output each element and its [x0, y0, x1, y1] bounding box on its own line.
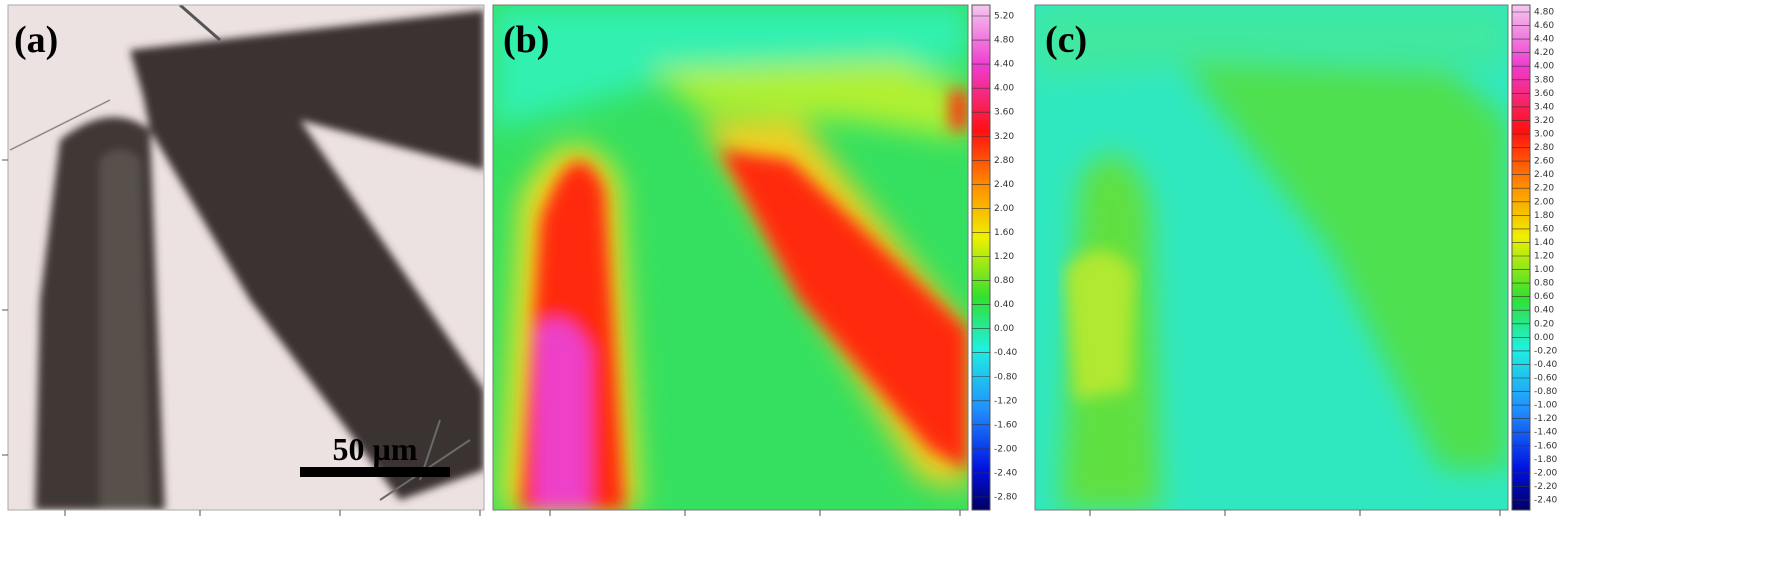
- colorbar-label: -2.00: [994, 444, 1018, 454]
- colorbar-label: 2.60: [1534, 157, 1554, 167]
- colorbar-label: -0.40: [1534, 360, 1558, 370]
- colorbar-label: -2.00: [1534, 468, 1558, 478]
- colorbar-label: 3.80: [1534, 75, 1554, 85]
- heatmap: [1035, 5, 1508, 510]
- colorbar-label: 2.20: [1534, 184, 1554, 194]
- colorbar-label: 0.40: [1534, 306, 1554, 316]
- colorbar-label: 0.80: [1534, 279, 1554, 289]
- colorbar-label: 3.00: [1534, 130, 1554, 140]
- colorbar: [971, 4, 991, 511]
- colorbar-label: 5.20: [994, 12, 1014, 22]
- colorbar-label: 3.60: [1534, 89, 1554, 99]
- colorbar-label: 2.00: [994, 204, 1014, 214]
- colorbar-label: 4.60: [1534, 21, 1554, 31]
- colorbar-label: 1.00: [1534, 265, 1554, 275]
- colorbar-label: 3.20: [994, 132, 1014, 142]
- colorbar-label: -0.40: [994, 348, 1018, 358]
- colorbar-label: 4.00: [994, 84, 1014, 94]
- scale-bar: [300, 467, 450, 477]
- colorbar-label: -1.40: [1534, 428, 1558, 438]
- colorbar-label: -1.80: [1534, 455, 1558, 465]
- colorbar-label: 0.60: [1534, 292, 1554, 302]
- scale-bar-label: 50 µm: [332, 431, 417, 467]
- colorbar-label: 2.80: [994, 156, 1014, 166]
- colorbar-label: -0.60: [1534, 374, 1558, 384]
- colorbar-label: -1.00: [1534, 401, 1558, 411]
- colorbar-label: 4.20: [1534, 48, 1554, 58]
- panel-frame: [7, 4, 485, 511]
- colorbar-label: 0.00: [1534, 333, 1554, 343]
- panel-frame: [492, 4, 969, 511]
- colorbar-label: -2.20: [1534, 482, 1558, 492]
- colorbar-label: 4.40: [994, 60, 1014, 70]
- micrograph: [8, 5, 484, 510]
- colorbar-label: -1.60: [1534, 441, 1558, 451]
- colorbar-label: 2.80: [1534, 143, 1554, 153]
- colorbar-label: 1.40: [1534, 238, 1554, 248]
- colorbar: [1511, 4, 1531, 511]
- panel-label: (c): [1045, 19, 1087, 61]
- colorbar-label: 1.20: [1534, 252, 1554, 262]
- heatmap: [493, 5, 968, 510]
- colorbar-label: 4.80: [994, 36, 1014, 46]
- colorbar-label: -2.80: [994, 493, 1018, 503]
- panel-label: (a): [14, 19, 58, 61]
- colorbar-label: 0.00: [994, 324, 1014, 334]
- colorbar-label: 1.80: [1534, 211, 1554, 221]
- axis-ticks: [2, 159, 1501, 516]
- colorbar-label: 3.60: [994, 108, 1014, 118]
- colorbar-label: -1.60: [994, 420, 1018, 430]
- colorbar-label: -1.20: [1534, 414, 1558, 424]
- colorbar-label: -0.20: [1534, 346, 1558, 356]
- colorbar-label: 4.80: [1534, 8, 1554, 18]
- colorbar-label: 2.40: [1534, 170, 1554, 180]
- colorbar-label: -2.40: [994, 468, 1018, 478]
- colorbar-label: 0.20: [1534, 319, 1554, 329]
- panel-frame: [1034, 4, 1509, 511]
- colorbar-label: 1.20: [994, 252, 1014, 262]
- colorbar-label: 0.80: [994, 276, 1014, 286]
- colorbar-label: 3.20: [1534, 116, 1554, 126]
- colorbar-label: -2.40: [1534, 496, 1558, 506]
- colorbar-label: 4.00: [1534, 62, 1554, 72]
- colorbar-label: 3.40: [1534, 102, 1554, 112]
- colorbar-label: 2.40: [994, 180, 1014, 190]
- colorbar-label: -0.80: [994, 372, 1018, 382]
- panel-label: (b): [503, 19, 549, 61]
- colorbar-label: 1.60: [1534, 224, 1554, 234]
- colorbar-label: -0.80: [1534, 387, 1558, 397]
- colorbar-label: 1.60: [994, 228, 1014, 238]
- colorbar-label: 2.00: [1534, 197, 1554, 207]
- colorbar-label: 0.40: [994, 300, 1014, 310]
- colorbar-label: -1.20: [994, 396, 1018, 406]
- colorbar-label: 4.40: [1534, 35, 1554, 45]
